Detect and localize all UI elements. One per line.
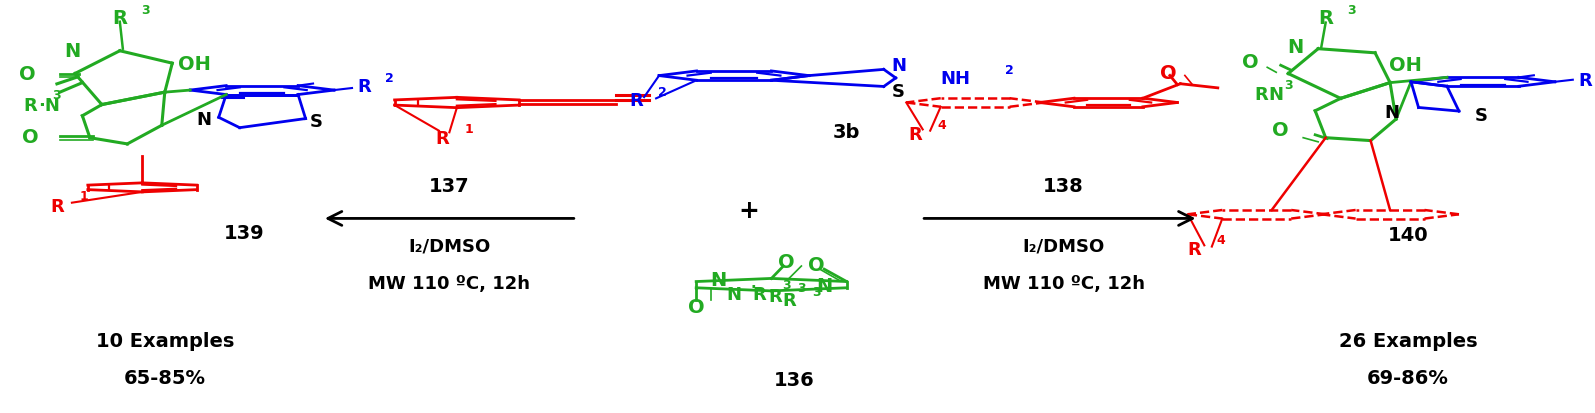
Text: 26 Examples: 26 Examples bbox=[1338, 331, 1477, 350]
Text: 137: 137 bbox=[429, 176, 469, 195]
Text: N: N bbox=[726, 285, 742, 303]
Text: MW 110 ºC, 12h: MW 110 ºC, 12h bbox=[368, 274, 531, 292]
Text: R: R bbox=[112, 9, 128, 28]
Text: R: R bbox=[783, 292, 796, 309]
Text: 3: 3 bbox=[812, 285, 821, 298]
Text: R: R bbox=[357, 78, 372, 96]
Text: 3b: 3b bbox=[833, 123, 860, 142]
Text: R: R bbox=[753, 285, 766, 303]
Text: R: R bbox=[630, 92, 643, 110]
Text: O: O bbox=[1243, 52, 1258, 71]
Text: 3: 3 bbox=[53, 88, 61, 102]
Text: 3: 3 bbox=[1346, 4, 1356, 17]
Text: 1: 1 bbox=[464, 122, 474, 135]
Text: R: R bbox=[1577, 71, 1592, 90]
Text: 2: 2 bbox=[384, 72, 394, 85]
Text: 69-86%: 69-86% bbox=[1367, 368, 1448, 387]
Text: O: O bbox=[1273, 121, 1289, 140]
Text: R: R bbox=[22, 96, 37, 114]
Text: 10 Examples: 10 Examples bbox=[96, 331, 234, 350]
Text: S: S bbox=[892, 83, 906, 101]
Text: ·N: ·N bbox=[38, 96, 61, 114]
Text: 4: 4 bbox=[938, 118, 946, 131]
Text: NH: NH bbox=[941, 70, 971, 88]
Text: R: R bbox=[767, 287, 782, 305]
Text: +: + bbox=[738, 199, 759, 223]
Text: 140: 140 bbox=[1388, 226, 1429, 245]
Text: O: O bbox=[19, 65, 35, 84]
Text: R: R bbox=[1187, 241, 1201, 259]
Text: 4: 4 bbox=[1217, 234, 1225, 247]
Text: N: N bbox=[1268, 86, 1284, 104]
Text: N: N bbox=[196, 110, 211, 128]
Text: MW 110 ºC, 12h: MW 110 ºC, 12h bbox=[983, 274, 1145, 292]
Text: O: O bbox=[809, 256, 825, 275]
Text: 3: 3 bbox=[1284, 79, 1292, 92]
Text: N: N bbox=[710, 271, 727, 289]
Text: N: N bbox=[64, 42, 80, 61]
Text: ·: · bbox=[750, 279, 756, 294]
Text: 3: 3 bbox=[140, 4, 150, 17]
Text: R: R bbox=[1254, 86, 1268, 104]
Text: N: N bbox=[1384, 103, 1399, 121]
Text: R: R bbox=[435, 129, 448, 147]
Text: O: O bbox=[1160, 64, 1177, 83]
Text: S: S bbox=[1475, 107, 1488, 125]
Text: 139: 139 bbox=[223, 224, 265, 243]
Text: R: R bbox=[908, 125, 922, 143]
Text: 138: 138 bbox=[1043, 176, 1085, 195]
Text: R: R bbox=[49, 197, 64, 216]
Text: 3: 3 bbox=[798, 282, 805, 294]
Text: O: O bbox=[22, 128, 38, 147]
Text: 65-85%: 65-85% bbox=[124, 368, 206, 387]
Text: O: O bbox=[778, 253, 794, 272]
Text: OH: OH bbox=[1389, 56, 1421, 75]
Text: 2: 2 bbox=[1005, 64, 1014, 77]
Text: N: N bbox=[1287, 38, 1303, 57]
Text: I₂/DMSO: I₂/DMSO bbox=[408, 237, 491, 255]
Text: R: R bbox=[1317, 9, 1333, 28]
Text: I₂/DMSO: I₂/DMSO bbox=[1022, 237, 1105, 255]
Text: N: N bbox=[817, 277, 833, 295]
Text: S: S bbox=[309, 113, 322, 131]
Text: O: O bbox=[687, 297, 705, 316]
Text: 1: 1 bbox=[80, 190, 88, 203]
Text: N: N bbox=[892, 57, 906, 75]
Text: OH: OH bbox=[179, 55, 211, 74]
Text: 136: 136 bbox=[774, 370, 815, 389]
Text: 2: 2 bbox=[657, 85, 667, 99]
Text: 3: 3 bbox=[782, 279, 791, 292]
